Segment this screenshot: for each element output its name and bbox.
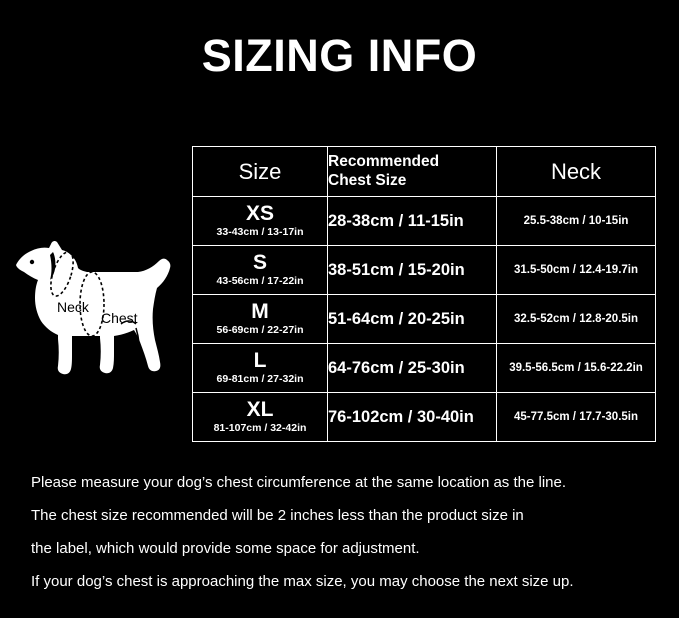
cell-neck: 45-77.5cm / 17.7-30.5in [496,392,656,442]
table-row: L 69-81cm / 27-32in 64-76cm / 25-30in 39… [192,343,656,393]
cell-neck: 32.5-52cm / 12.8-20.5in [496,294,656,344]
cell-chest: 76-102cm / 30-40in [327,392,497,442]
table-row: S 43-56cm / 17-22in 38-51cm / 15-20in 31… [192,245,656,295]
size-label: M [251,300,269,324]
size-label: S [252,251,267,275]
note-line: If your dog’s chest is approaching the m… [31,573,574,590]
size-range: 56-69cm / 22-27in [216,323,304,336]
size-label: L [253,349,267,373]
cell-chest: 51-64cm / 20-25in [327,294,497,344]
size-label: XS [245,202,274,226]
cell-neck: 31.5-50cm / 12.4-19.7in [496,245,656,295]
size-range: 33-43cm / 13-17in [216,225,304,238]
size-range: 43-56cm / 17-22in [216,274,304,287]
note-line: The chest size recommended will be 2 inc… [31,507,524,524]
cell-chest: 64-76cm / 25-30in [327,343,497,393]
column-header-size: Size [192,146,328,197]
chest-measure-line [79,271,105,337]
cell-size: M 56-69cm / 22-27in [192,294,328,344]
chest-label: Chest [101,310,138,326]
size-range: 69-81cm / 27-32in [216,372,304,385]
cell-neck: 39.5-56.5cm / 15.6-22.2in [496,343,656,393]
table-header-row: Size Recommended Chest Size Neck [192,146,656,197]
dog-illustration: Neck Chest [10,222,190,402]
cell-chest: 38-51cm / 15-20in [327,245,497,295]
page-title: SIZING INFO [201,30,478,81]
column-header-chest: Recommended Chest Size [327,146,497,197]
note-line: the label, which would provide some spac… [31,540,420,557]
cell-chest: 28-38cm / 11-15in [327,196,497,246]
table-row: XS 33-43cm / 13-17in 28-38cm / 11-15in 2… [192,196,656,246]
sizing-table: Size Recommended Chest Size Neck XS 33-4… [192,146,656,442]
table-row: XL 81-107cm / 32-42in 76-102cm / 30-40in… [192,392,656,442]
note-line: Please measure your dog’s chest circumfe… [31,474,567,491]
cell-size: XS 33-43cm / 13-17in [192,196,328,246]
size-range: 81-107cm / 32-42in [213,421,307,434]
dog-silhouette-icon: Neck Chest [16,240,171,375]
column-header-chest-line1: Recommended [328,153,440,171]
table-row: M 56-69cm / 22-27in 51-64cm / 20-25in 32… [192,294,656,344]
cell-neck: 25.5-38cm / 10-15in [496,196,656,246]
neck-measure-line [50,251,74,297]
notes-block: Please measure your dog’s chest circumfe… [31,466,651,598]
size-label: XL [246,398,274,422]
cell-size: S 43-56cm / 17-22in [192,245,328,295]
column-header-chest-line2: Chest Size [328,171,407,189]
neck-label: Neck [57,299,90,315]
cell-size: L 69-81cm / 27-32in [192,343,328,393]
cell-size: XL 81-107cm / 32-42in [192,392,328,442]
column-header-neck: Neck [496,146,656,197]
